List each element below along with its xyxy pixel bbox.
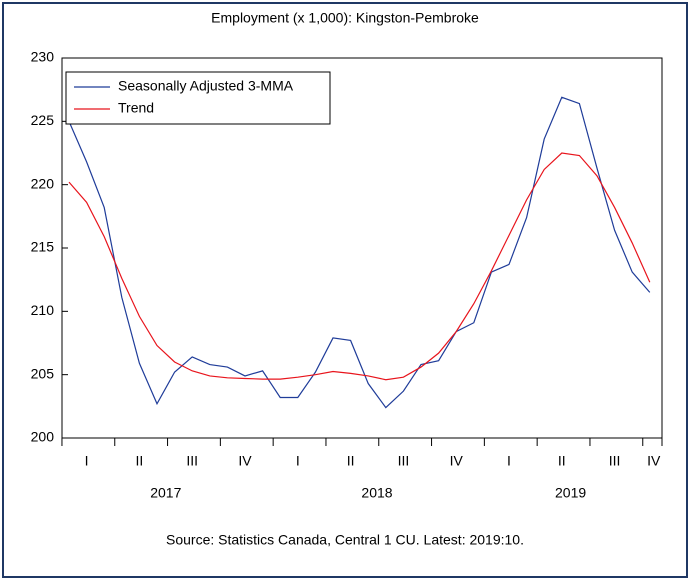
y-tick-label: 205: [31, 365, 55, 381]
chart-title: Employment (x 1,000): Kingston-Pembroke: [211, 10, 479, 26]
x-tick-label: IV: [238, 453, 252, 469]
series-line: [68, 96, 651, 409]
x-tick-label: IV: [450, 453, 464, 469]
legend-box: [65, 71, 331, 125]
legend-label: Trend: [118, 100, 154, 116]
source-note: Source: Statistics Canada, Central 1 CU.…: [166, 532, 524, 548]
x-tick-label: I: [296, 453, 300, 469]
x-tick-label: II: [558, 453, 566, 469]
x-tick-label: II: [136, 453, 144, 469]
year-label: 2019: [555, 485, 586, 501]
legend-label: Seasonally Adjusted 3-MMA: [118, 78, 294, 94]
x-tick-label: IV: [647, 453, 661, 469]
y-tick-label: 225: [31, 112, 55, 128]
y-tick-label: 230: [31, 49, 55, 65]
y-tick-label: 215: [31, 239, 55, 255]
series-line: [68, 152, 651, 381]
x-tick-label: II: [347, 453, 355, 469]
y-tick-label: 200: [31, 429, 55, 445]
year-label: 2017: [150, 485, 181, 501]
x-tick-label: III: [398, 453, 410, 469]
x-tick-label: III: [186, 453, 198, 469]
y-tick-label: 220: [31, 175, 55, 191]
x-tick-label: III: [609, 453, 621, 469]
y-tick-label: 210: [31, 302, 55, 318]
x-tick-label: I: [85, 453, 89, 469]
x-tick-label: I: [507, 453, 511, 469]
year-label: 2018: [361, 485, 392, 501]
